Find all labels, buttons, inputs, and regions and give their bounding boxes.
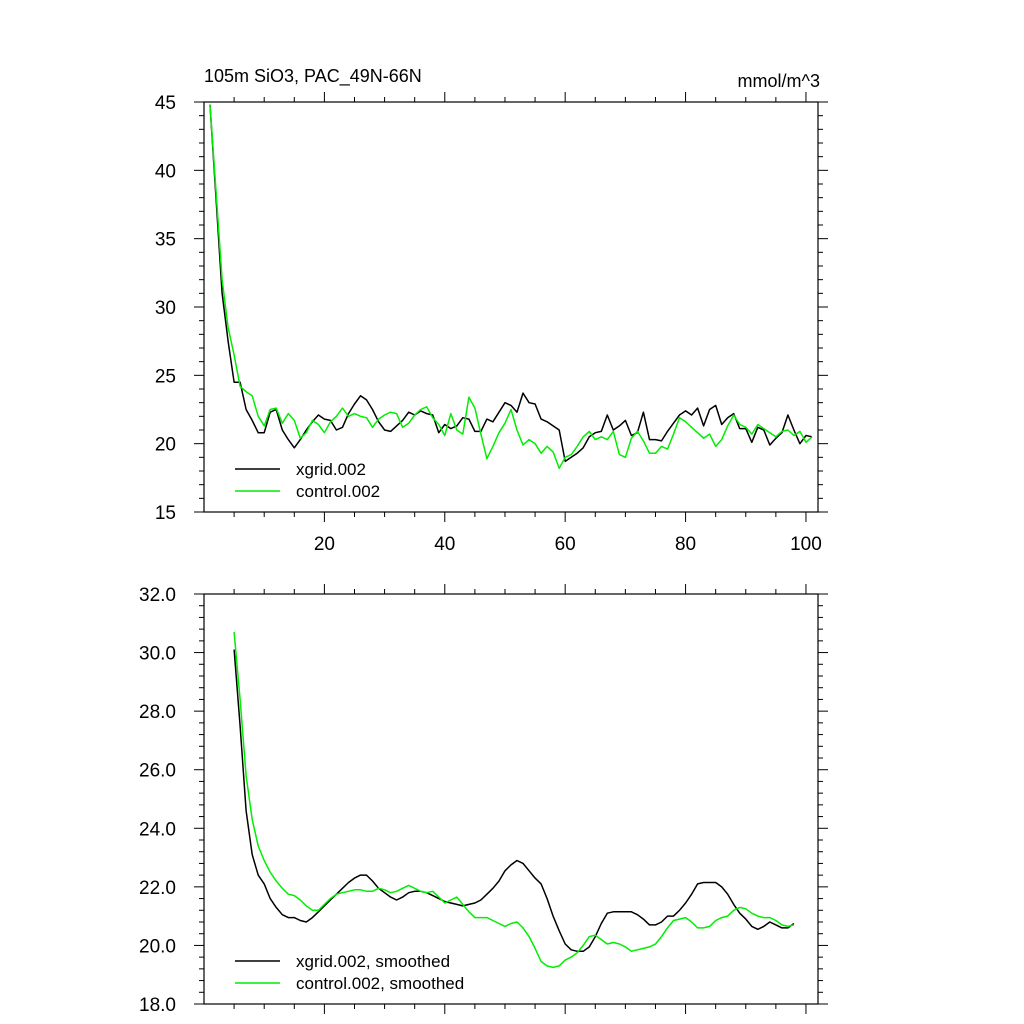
y-tick-label: 25	[155, 366, 176, 387]
y-tick-label: 45	[155, 93, 176, 114]
y-tick-label: 20.0	[139, 936, 176, 957]
y-tick-label: 20	[155, 435, 176, 456]
legend-label: xgrid.002, smoothed	[296, 952, 450, 971]
series-line-control	[209, 104, 813, 470]
top-chart-title: 105m SiO3, PAC_49N-66N	[204, 66, 422, 87]
top-plot-frame	[203, 101, 819, 513]
y-tick-label: 30	[155, 298, 176, 319]
x-tick-label: 60	[555, 534, 576, 555]
top-axis-ticks: 20 40 60 80 100 15 20 25 30 35 40 45	[155, 92, 828, 555]
y-tick-label: 22.0	[139, 878, 176, 899]
top-legend: xgrid.002 control.002	[235, 460, 380, 501]
bottom-series-layer	[233, 632, 795, 969]
series-line-xgrid	[209, 104, 813, 463]
y-tick-label: 28.0	[139, 702, 176, 723]
bottom-legend: xgrid.002, smoothed control.002, smoothed	[235, 952, 464, 993]
legend-label: control.002	[296, 482, 380, 501]
x-tick-label: 40	[434, 534, 455, 555]
bottom-plot-frame	[203, 593, 819, 1005]
x-tick-label: 100	[790, 534, 822, 555]
y-tick-label: 32.0	[139, 585, 176, 606]
top-chart-units: mmol/m^3	[738, 71, 820, 91]
x-tick-label: 80	[675, 534, 696, 555]
top-panel: 105m SiO3, PAC_49N-66N mmol/m^3 20 40 60 80…	[155, 66, 828, 555]
top-series-layer	[209, 104, 813, 470]
series-line-xgrid	[233, 649, 795, 953]
bottom-panel: 18.0 20.0 22.0 24.0 26.0 28.0 30.0 32.0 xgrid.0…	[139, 584, 828, 1016]
series-line-control	[233, 632, 795, 969]
y-tick-label: 18.0	[139, 995, 176, 1016]
y-tick-label: 40	[155, 161, 176, 182]
y-tick-label: 26.0	[139, 761, 176, 782]
legend-label: control.002, smoothed	[296, 974, 464, 993]
y-tick-label: 30.0	[139, 644, 176, 665]
legend-label: xgrid.002	[296, 460, 366, 479]
bottom-axis-ticks: 18.0 20.0 22.0 24.0 26.0 28.0 30.0 32.0	[139, 584, 828, 1016]
y-tick-label: 35	[155, 230, 176, 251]
y-tick-label: 24.0	[139, 819, 176, 840]
y-tick-label: 15	[155, 503, 176, 524]
x-tick-label: 20	[314, 534, 335, 555]
